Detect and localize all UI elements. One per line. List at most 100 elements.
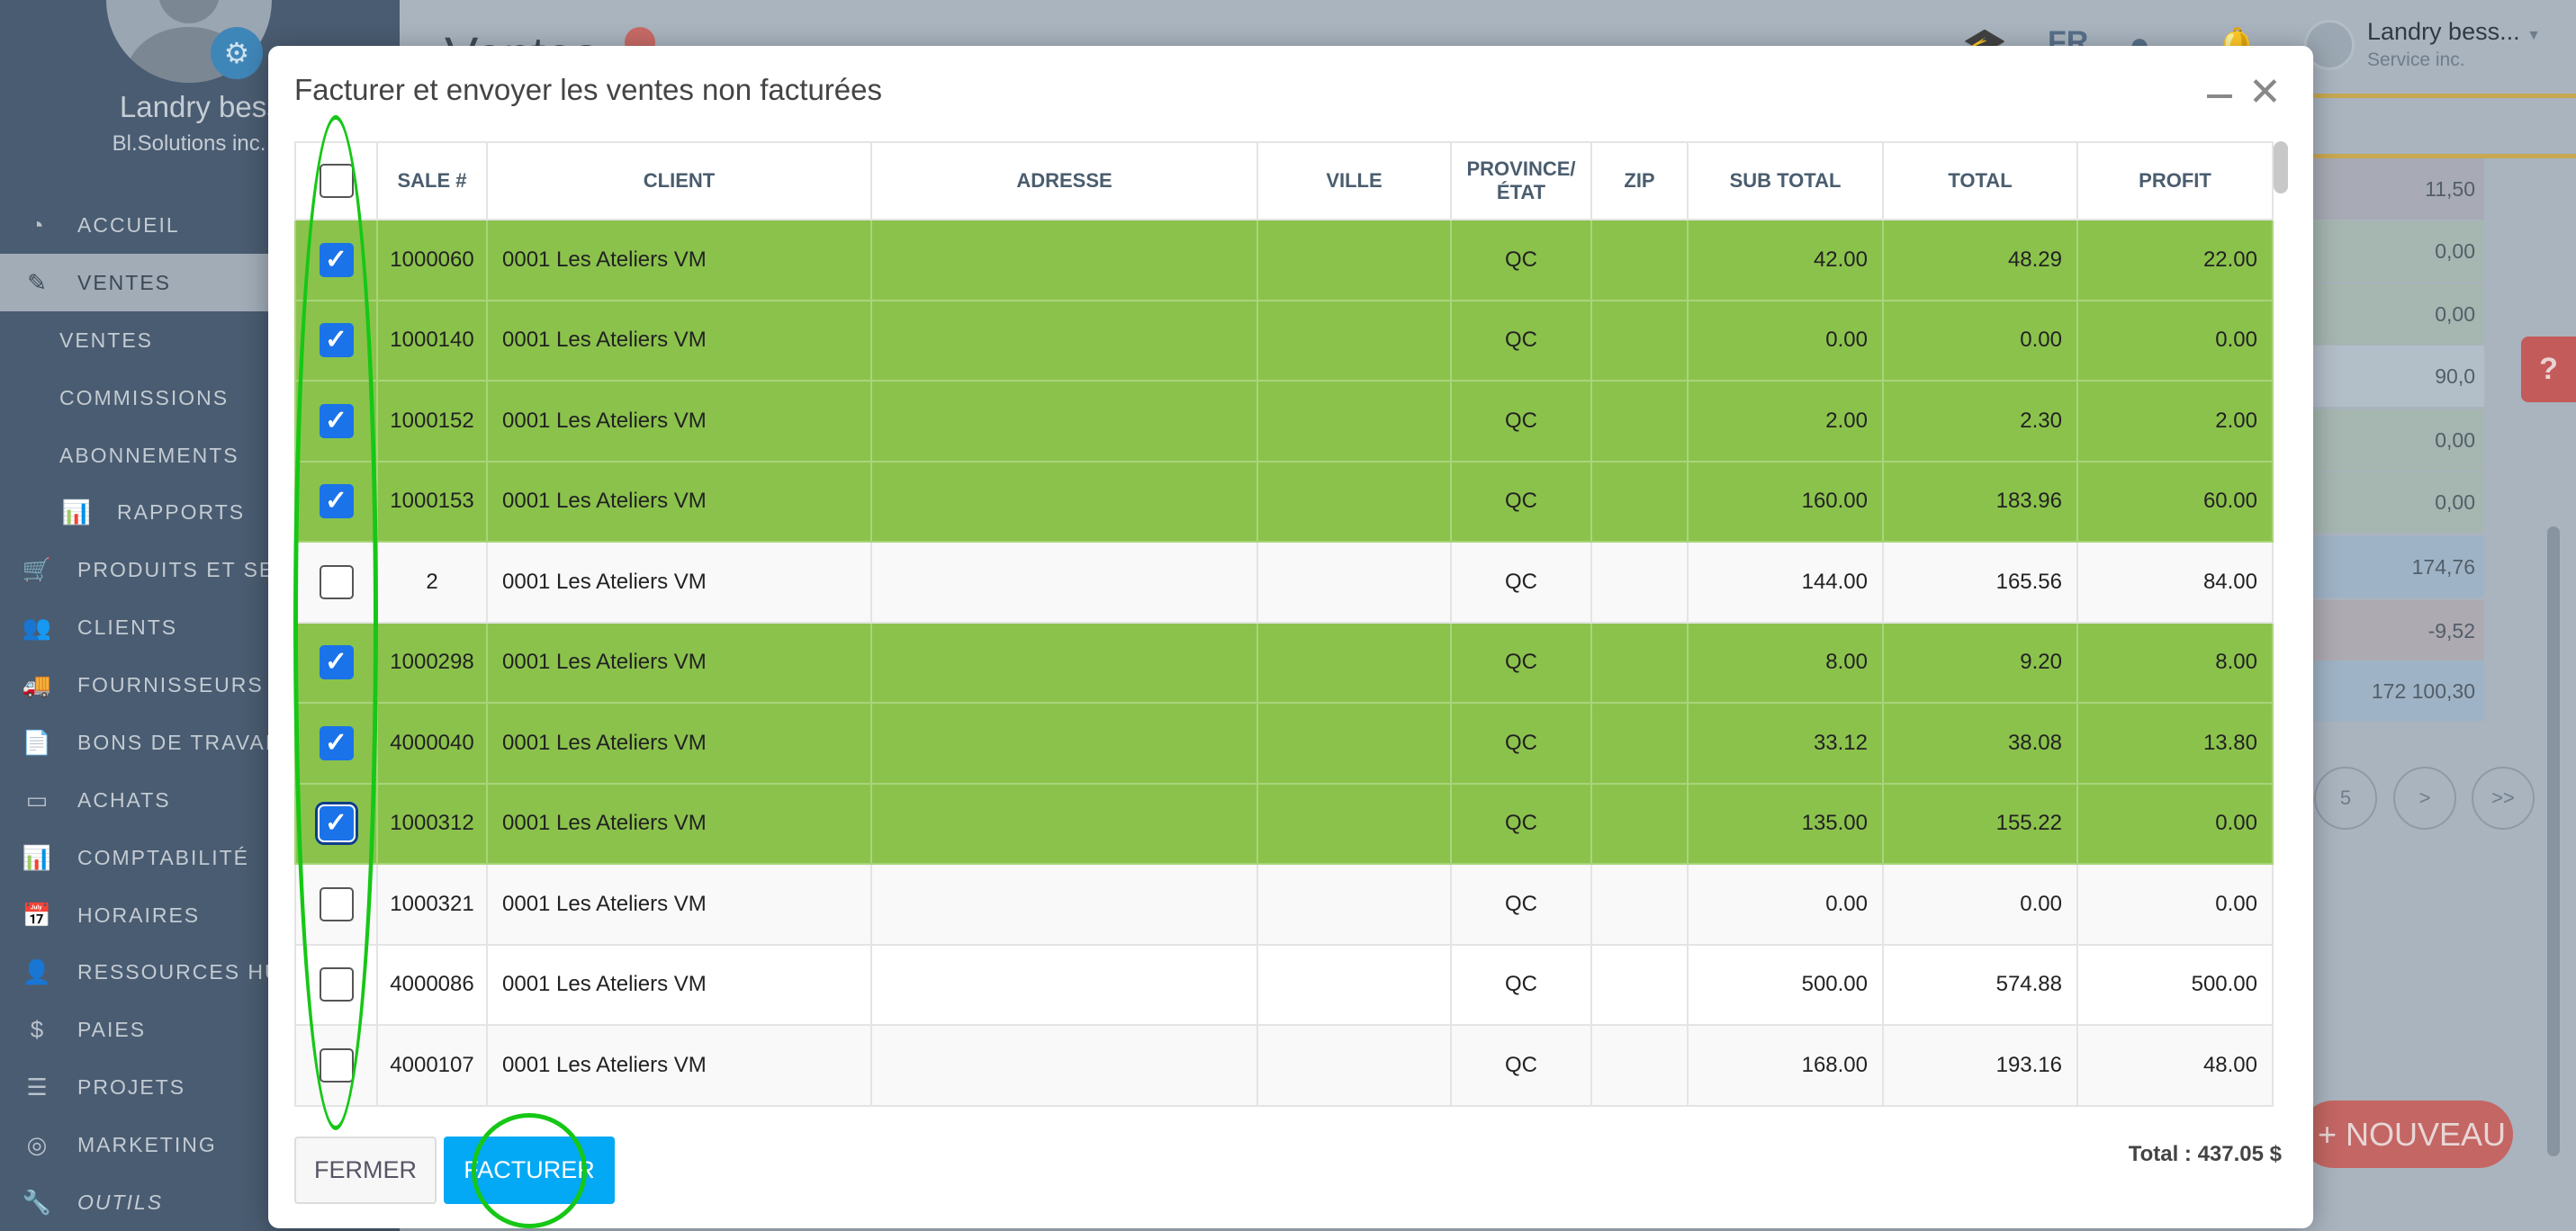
divider (2313, 154, 2576, 158)
sidebar-item-label: BONS DE TRAVAIL (77, 730, 286, 754)
select-all-header[interactable] (294, 141, 378, 220)
sidebar-item-abonnements[interactable]: ABONNEMENTS (0, 427, 400, 484)
row-select-cell (294, 863, 378, 946)
sidebar-item-marketing[interactable]: ◎ MARKETING (0, 1116, 400, 1173)
table-row[interactable]: ✓ 1000153 0001 Les Ateliers VM QC 160.00 183.… (294, 460, 2274, 543)
sidebar-item-achats[interactable]: ▭ ACHATS (0, 771, 400, 829)
close-button[interactable]: FERMER (294, 1137, 437, 1204)
cell-profit: 48.00 (2076, 1024, 2274, 1107)
cell-zip (1590, 621, 1689, 704)
bar-chart-icon: 📊 (22, 843, 54, 871)
row-checkbox[interactable]: ✓ (319, 725, 354, 760)
cell-ville (1256, 782, 1452, 865)
cell-province: QC (1450, 621, 1592, 704)
sidebar-item-accueil[interactable]: ◔ ACCUEIL (0, 196, 400, 254)
cell-ville (1256, 380, 1452, 463)
sidebar-item-fournisseurs[interactable]: 🚚 FOURNISSEURS (0, 656, 400, 714)
sidebar-item-label: ACCUEIL (77, 212, 180, 237)
cell-sale: 4000107 (376, 1024, 488, 1107)
cell-adresse (870, 863, 1258, 946)
table-row[interactable]: ✓ 4000040 0001 Les Ateliers VM QC 33.12 38.08… (294, 702, 2274, 785)
invoice-button[interactable]: FACTURER (444, 1137, 615, 1204)
cell-adresse (870, 702, 1258, 785)
cell-total: 193.16 (1882, 1024, 2078, 1107)
background-row-value: 0,00 (2313, 220, 2484, 282)
cell-client: 0001 Les Ateliers VM (486, 460, 872, 543)
cell-profit: 500.00 (2076, 943, 2274, 1026)
table-row[interactable]: ✓ 1000152 0001 Les Ateliers VM QC 2.00 2.30 2.… (294, 380, 2274, 463)
cell-sale: 1000140 (376, 299, 488, 382)
sidebar-item-commissions[interactable]: COMMISSIONS (0, 369, 400, 427)
row-checkbox[interactable]: ✓ (319, 323, 354, 358)
sidebar-item-outils[interactable]: 🔧 OUTILS (0, 1173, 400, 1231)
table-row[interactable]: ✓ 1000060 0001 Les Ateliers VM QC 42.00 48.29… (294, 219, 2274, 301)
sidebar-item-label: OUTILS (77, 1190, 164, 1214)
column-header: ADRESSE (870, 141, 1258, 220)
row-checkbox[interactable]: ✓ (314, 802, 358, 846)
cell-province: QC (1450, 863, 1592, 946)
cell-ville (1256, 299, 1452, 382)
cell-profit: 0.00 (2076, 299, 2274, 382)
page-scrollbar[interactable] (2547, 526, 2560, 1156)
gear-icon[interactable]: ⚙ (211, 27, 263, 79)
new-button[interactable]: + NOUVEAU (2300, 1101, 2513, 1168)
top-user-menu[interactable]: Landry bess... ▼ (2367, 18, 2541, 46)
cell-adresse (870, 782, 1258, 865)
table-scrollbar[interactable] (2274, 141, 2288, 193)
table-row[interactable]: 4000107 0001 Les Ateliers VM QC 168.00 193.1… (294, 1024, 2274, 1107)
sidebar-item-projets[interactable]: ☰ PROJETS (0, 1058, 400, 1116)
row-checkbox[interactable] (319, 967, 354, 1002)
table-row[interactable]: 2 0001 Les Ateliers VM QC 144.00 165.56 84.00 (294, 541, 2274, 624)
help-button[interactable]: ? (2521, 337, 2576, 402)
row-checkbox[interactable]: ✓ (319, 645, 354, 680)
sidebar-item-label: VENTES (59, 328, 154, 352)
sidebar-item-rapports[interactable]: 📊 RAPPORTS (0, 483, 400, 541)
sidebar-item-bons-de-travail[interactable]: 📄 BONS DE TRAVAIL (0, 714, 400, 771)
sidebar-item-clients[interactable]: 👥 CLIENTS (0, 598, 400, 656)
cell-sale: 1000060 (376, 219, 488, 301)
table-row[interactable]: ✓ 1000312 0001 Les Ateliers VM QC 135.00 155.… (294, 782, 2274, 865)
last-page-button[interactable]: >> (2472, 767, 2535, 830)
row-checkbox[interactable]: ✓ (319, 403, 354, 438)
row-checkbox[interactable]: ✓ (319, 242, 354, 277)
table-row[interactable]: ✓ 1000298 0001 Les Ateliers VM QC 8.00 9.20 8.… (294, 621, 2274, 704)
truck-icon: 🚚 (22, 670, 54, 698)
cell-province: QC (1450, 1024, 1592, 1107)
row-checkbox[interactable]: ✓ (319, 484, 354, 519)
page-5-button[interactable]: 5 (2314, 767, 2377, 830)
close-icon[interactable]: ✕ (2248, 70, 2282, 114)
cell-profit: 0.00 (2076, 782, 2274, 865)
cell-zip (1590, 219, 1689, 301)
row-checkbox[interactable] (319, 886, 354, 921)
sidebar-item-horaires[interactable]: 📅 HORAIRES (0, 886, 400, 944)
row-select-cell: ✓ (294, 380, 378, 463)
row-checkbox[interactable] (319, 564, 354, 599)
sidebar-item-paies[interactable]: $ PAIES (0, 1001, 400, 1058)
cell-ville (1256, 1024, 1452, 1107)
next-page-button[interactable]: > (2393, 767, 2456, 830)
cell-client: 0001 Les Ateliers VM (486, 299, 872, 382)
cell-sale: 2 (376, 541, 488, 624)
cell-client: 0001 Les Ateliers VM (486, 943, 872, 1026)
table-row[interactable]: 4000086 0001 Les Ateliers VM QC 500.00 574.8… (294, 943, 2274, 1026)
sidebar-item-label: COMMISSIONS (59, 385, 230, 409)
select-all-checkbox[interactable] (319, 164, 354, 198)
dollar-icon: $ (30, 1015, 46, 1043)
cell-subtotal: 144.00 (1687, 541, 1884, 624)
table-row[interactable]: ✓ 1000140 0001 Les Ateliers VM QC 0.00 0.00 0.… (294, 299, 2274, 382)
bar-chart-icon: 📊 (61, 498, 94, 526)
modal-title: Facturer et envoyer les ventes non factu… (294, 73, 883, 106)
cell-client: 0001 Les Ateliers VM (486, 863, 872, 946)
row-checkbox[interactable] (319, 1047, 354, 1083)
minimize-icon[interactable] (2207, 94, 2232, 98)
background-row-value: 0,00 (2313, 409, 2484, 471)
column-header: SALE # (376, 141, 488, 220)
row-select-cell (294, 541, 378, 624)
table-row[interactable]: 1000321 0001 Les Ateliers VM QC 0.00 0.00 0.0… (294, 863, 2274, 946)
cell-profit: 13.80 (2076, 702, 2274, 785)
sidebar-item-ventes[interactable]: VENTES (0, 311, 400, 369)
cell-profit: 8.00 (2076, 621, 2274, 704)
cell-adresse (870, 219, 1258, 301)
sidebar-item-comptabilit-[interactable]: 📊 COMPTABILITÉ (0, 829, 400, 886)
unbilled-sales-table: SALE # CLIENT ADRESSE VILLE PROVINCE/ ÉTAT ZI… (294, 141, 2274, 1107)
